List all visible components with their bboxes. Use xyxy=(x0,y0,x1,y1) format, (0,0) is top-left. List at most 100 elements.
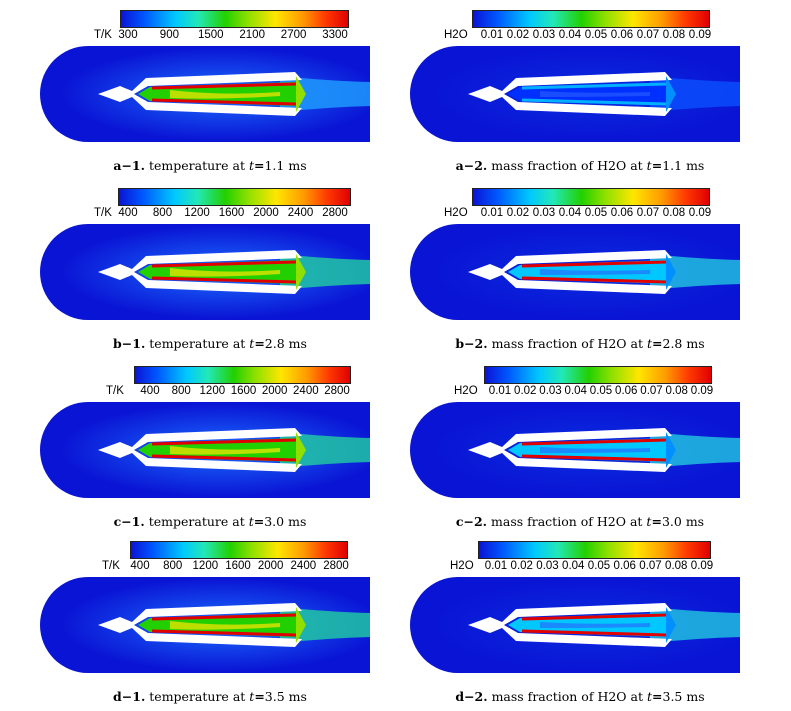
colorbar-tick-label: 0.07 xyxy=(640,385,663,397)
caption-at: at xyxy=(626,689,647,704)
caption-equals: = xyxy=(254,158,265,173)
colorbar-tick-label: 0.03 xyxy=(532,207,556,219)
caption-quantity: temperature xyxy=(148,514,229,529)
flow-field-contour xyxy=(40,46,370,142)
colorbar-tick-label: 0.09 xyxy=(690,385,714,397)
colorbar-tick-label: 1200 xyxy=(184,207,210,219)
caption-quantity: mass fraction of H2O xyxy=(491,514,626,529)
caption-equals: = xyxy=(652,336,663,351)
caption-unit: ms xyxy=(288,514,307,529)
colorbar-tick-label: 0.08 xyxy=(665,560,688,572)
caption-label: a−1. xyxy=(113,158,145,173)
colorbar-tick-label: 0.04 xyxy=(564,385,587,397)
colorbar-tick-label: 2800 xyxy=(323,560,349,572)
colorbar-tick-label: 2100 xyxy=(239,29,265,41)
colorbar-tick-label: 3300 xyxy=(322,29,348,41)
colorbar-tick-label: 0.06 xyxy=(610,29,634,41)
caption-time-value: 1.1 xyxy=(662,158,683,173)
colorbar-tick-label: 300 xyxy=(118,29,138,41)
colorbar-tick-label: 1200 xyxy=(192,560,219,572)
flow-field-contour xyxy=(410,224,740,320)
caption-time-symbol: t xyxy=(248,514,254,529)
colorbar xyxy=(130,541,348,559)
flow-field-contour xyxy=(40,224,370,320)
caption-equals: = xyxy=(651,514,662,529)
caption-unit: ms xyxy=(288,689,307,704)
caption-time-value: 1.1 xyxy=(264,158,285,173)
colorbar-tick-label: 0.03 xyxy=(536,560,559,572)
panel-caption: a−1. temperature at t=1.1 ms xyxy=(40,158,380,173)
panel-a-2: H2O 0.01 0.02 0.03 0.04 0.05 0.06 0.07 0.08 0.09 a… xyxy=(410,10,750,180)
colorbar-unit-label: H2O xyxy=(444,29,468,41)
caption-quantity: temperature xyxy=(149,336,229,351)
caption-time-symbol: t xyxy=(248,158,254,173)
colorbar-tick-label: 0.06 xyxy=(610,207,634,219)
caption-label: d−2. xyxy=(455,689,488,704)
caption-equals: = xyxy=(254,689,265,704)
caption-equals: = xyxy=(254,336,265,351)
colorbar-unit-label: T/K xyxy=(102,560,120,572)
caption-at: at xyxy=(228,336,250,351)
caption-time-symbol: t xyxy=(646,336,653,351)
colorbar-unit-label: H2O xyxy=(454,385,478,397)
panel-caption: d−2. mass fraction of H2O at t=3.5 ms xyxy=(410,689,750,704)
colorbar xyxy=(472,188,710,206)
caption-unit: ms xyxy=(288,336,307,351)
panel-c-2: H2O 0.01 0.02 0.03 0.04 0.05 0.06 0.07 0.08 0.09 c… xyxy=(410,366,750,536)
colorbar-tick-label: 0.09 xyxy=(688,29,712,41)
caption-at: at xyxy=(228,158,249,173)
caption-equals: = xyxy=(651,158,663,173)
colorbar-tick-label: 0.09 xyxy=(690,560,714,572)
colorbar xyxy=(118,188,351,206)
colorbar-unit-label: T/K xyxy=(94,29,112,41)
flow-field-contour xyxy=(410,46,740,142)
caption-label: b−1. xyxy=(113,336,146,351)
caption-unit: ms xyxy=(686,336,705,351)
caption-time-symbol: t xyxy=(646,158,652,173)
caption-equals: = xyxy=(652,689,663,704)
caption-time-value: 2.8 xyxy=(662,336,683,351)
colorbar-tick-label: 0.07 xyxy=(639,560,662,572)
panel-b-1: T/K 400 800 1200 1600 2000 2400 2800 b−1. temper… xyxy=(40,188,380,358)
colorbar-tick-label: 0.04 xyxy=(558,207,582,219)
colorbar-tick-label: 0.08 xyxy=(665,385,688,397)
colorbar-tick-label: 800 xyxy=(171,385,191,397)
colorbar xyxy=(484,366,712,384)
colorbar-tick-label: 0.01 xyxy=(480,207,504,219)
colorbar-tick-label: 2400 xyxy=(290,560,317,572)
colorbar-tick-label: 0.05 xyxy=(584,207,608,219)
colorbar-tick-label: 0.02 xyxy=(506,207,530,219)
colorbar-tick-label: 0.05 xyxy=(589,385,613,397)
caption-at: at xyxy=(626,336,647,351)
colorbar-tick-label: 0.01 xyxy=(480,29,504,41)
colorbar-tick-label: 0.06 xyxy=(613,560,636,572)
caption-quantity: mass fraction of H2O xyxy=(491,158,627,173)
colorbar-tick-label: 0.01 xyxy=(484,560,508,572)
colorbar-tick-label: 0.08 xyxy=(662,29,686,41)
caption-time-value: 3.0 xyxy=(661,514,682,529)
caption-time-symbol: t xyxy=(249,336,255,351)
colorbar-tick-label: 0.09 xyxy=(688,207,712,219)
colorbar-tick-label: 2800 xyxy=(324,385,350,397)
colorbar-tick-label: 0.01 xyxy=(488,385,512,397)
flow-field-contour xyxy=(40,402,370,498)
caption-at: at xyxy=(626,158,647,173)
caption-label: c−2. xyxy=(455,514,488,529)
caption-unit: ms xyxy=(685,514,705,529)
colorbar-tick-label: 0.04 xyxy=(562,560,585,572)
caption-unit: ms xyxy=(686,158,705,173)
panel-caption: b−1. temperature at t=2.8 ms xyxy=(40,336,380,351)
colorbar-tick-label: 400 xyxy=(118,207,138,219)
caption-label: c−1. xyxy=(113,514,145,529)
panel-d-2: H2O 0.01 0.02 0.03 0.04 0.05 0.06 0.07 0.08 0.09 d… xyxy=(410,541,750,711)
caption-time-value: 3.0 xyxy=(264,514,285,529)
caption-label: a−2. xyxy=(455,158,488,173)
caption-time-symbol: t xyxy=(646,514,652,529)
colorbar-tick-label: 2800 xyxy=(322,207,348,219)
colorbar-unit-label: T/K xyxy=(106,385,124,397)
caption-quantity: temperature xyxy=(148,158,229,173)
colorbar-tick-label: 2000 xyxy=(261,385,288,397)
flow-field-contour xyxy=(410,577,740,673)
colorbar-tick-label: 2000 xyxy=(253,207,279,219)
caption-unit: ms xyxy=(288,158,307,173)
